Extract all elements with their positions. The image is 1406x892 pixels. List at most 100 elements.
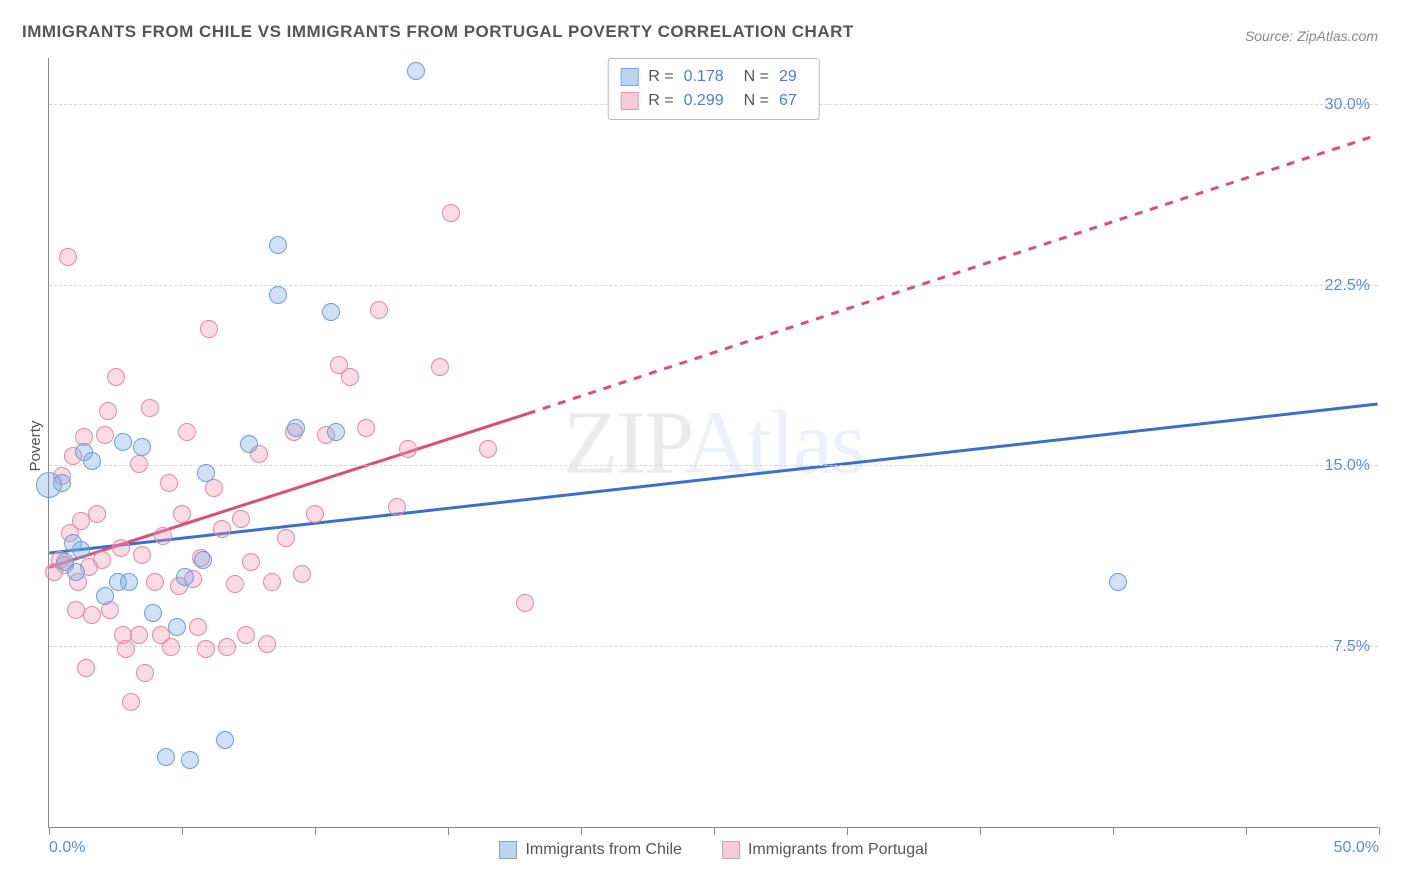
scatter-point-portugal bbox=[59, 248, 77, 266]
scatter-point-portugal bbox=[242, 553, 260, 571]
scatter-point-chile bbox=[181, 751, 199, 769]
scatter-point-portugal bbox=[197, 640, 215, 658]
scatter-point-chile bbox=[240, 435, 258, 453]
x-tick bbox=[1379, 827, 1380, 835]
scatter-point-chile bbox=[157, 748, 175, 766]
scatter-point-portugal bbox=[122, 693, 140, 711]
scatter-point-portugal bbox=[83, 606, 101, 624]
scatter-point-portugal bbox=[516, 594, 534, 612]
scatter-point-chile bbox=[327, 423, 345, 441]
legend-item-portugal: Immigrants from Portugal bbox=[722, 841, 928, 859]
scatter-point-portugal bbox=[160, 474, 178, 492]
scatter-point-portugal bbox=[130, 455, 148, 473]
scatter-point-portugal bbox=[388, 498, 406, 516]
stat-n-label: N = bbox=[744, 89, 769, 113]
scatter-point-portugal bbox=[232, 510, 250, 528]
stats-legend-box: R =0.178N =29R =0.299N =67 bbox=[607, 58, 820, 120]
y-tick-label: 30.0% bbox=[1325, 96, 1370, 114]
scatter-point-portugal bbox=[154, 527, 172, 545]
scatter-point-portugal bbox=[263, 573, 281, 591]
gridline bbox=[49, 646, 1378, 647]
plot-area: ZIPAtlas 7.5%15.0%22.5%30.0%0.0%50.0%R =… bbox=[48, 58, 1378, 828]
trend-line-portugal-dashed bbox=[528, 135, 1378, 414]
scatter-point-portugal bbox=[146, 573, 164, 591]
scatter-point-chile bbox=[72, 541, 90, 559]
chart-title: IMMIGRANTS FROM CHILE VS IMMIGRANTS FROM… bbox=[22, 22, 854, 42]
scatter-point-chile bbox=[194, 551, 212, 569]
x-tick bbox=[182, 827, 183, 835]
scatter-point-portugal bbox=[178, 423, 196, 441]
gridline bbox=[49, 285, 1378, 286]
scatter-point-chile bbox=[1109, 573, 1127, 591]
scatter-point-chile bbox=[407, 62, 425, 80]
scatter-point-portugal bbox=[479, 440, 497, 458]
scatter-point-chile bbox=[133, 438, 151, 456]
scatter-point-portugal bbox=[77, 659, 95, 677]
scatter-point-chile bbox=[176, 568, 194, 586]
scatter-point-portugal bbox=[112, 539, 130, 557]
scatter-point-portugal bbox=[141, 399, 159, 417]
scatter-point-portugal bbox=[357, 419, 375, 437]
scatter-point-portugal bbox=[306, 505, 324, 523]
scatter-point-portugal bbox=[173, 505, 191, 523]
x-tick bbox=[448, 827, 449, 835]
scatter-point-portugal bbox=[107, 368, 125, 386]
scatter-point-portugal bbox=[226, 575, 244, 593]
stats-row-chile: R = 0.178 N = 29 bbox=[620, 65, 807, 89]
x-tick bbox=[847, 827, 848, 835]
gridline bbox=[49, 465, 1378, 466]
chart-container: IMMIGRANTS FROM CHILE VS IMMIGRANTS FROM… bbox=[0, 0, 1406, 892]
scatter-point-chile bbox=[144, 604, 162, 622]
watermark-right: Atlas bbox=[684, 393, 864, 492]
scatter-point-portugal bbox=[117, 640, 135, 658]
scatter-point-portugal bbox=[293, 565, 311, 583]
legend-swatch-chile bbox=[620, 68, 638, 86]
scatter-point-portugal bbox=[99, 402, 117, 420]
legend-label-portugal: Immigrants from Portugal bbox=[748, 841, 928, 859]
stat-r-label: R = bbox=[648, 65, 673, 89]
y-tick-label: 22.5% bbox=[1325, 277, 1370, 295]
stat-n-value: 29 bbox=[779, 65, 797, 89]
legend-label-chile: Immigrants from Chile bbox=[525, 841, 681, 859]
scatter-point-chile bbox=[269, 236, 287, 254]
x-tick bbox=[315, 827, 316, 835]
scatter-point-chile bbox=[83, 452, 101, 470]
trend-line-chile bbox=[49, 404, 1377, 553]
source-label: Source: ZipAtlas.com bbox=[1245, 28, 1378, 44]
y-tick-label: 15.0% bbox=[1325, 457, 1370, 475]
scatter-point-chile bbox=[120, 573, 138, 591]
scatter-point-chile bbox=[197, 464, 215, 482]
y-axis-label: Poverty bbox=[27, 421, 44, 472]
scatter-point-chile bbox=[269, 286, 287, 304]
x-tick bbox=[1113, 827, 1114, 835]
watermark: ZIPAtlas bbox=[563, 391, 864, 494]
scatter-point-portugal bbox=[399, 440, 417, 458]
scatter-point-portugal bbox=[370, 301, 388, 319]
x-tick bbox=[1246, 827, 1247, 835]
scatter-point-portugal bbox=[93, 551, 111, 569]
scatter-point-portugal bbox=[442, 204, 460, 222]
legend-swatch-chile bbox=[499, 841, 517, 859]
scatter-point-portugal bbox=[133, 546, 151, 564]
stat-r-value: 0.299 bbox=[684, 89, 724, 113]
legend-swatch-portugal bbox=[620, 92, 638, 110]
stat-r-value: 0.178 bbox=[684, 65, 724, 89]
stat-n-label: N = bbox=[744, 65, 769, 89]
scatter-point-portugal bbox=[277, 529, 295, 547]
scatter-point-portugal bbox=[189, 618, 207, 636]
scatter-point-portugal bbox=[162, 638, 180, 656]
stat-r-label: R = bbox=[648, 89, 673, 113]
x-tick bbox=[714, 827, 715, 835]
scatter-point-portugal bbox=[258, 635, 276, 653]
bottom-legend: Immigrants from Chile Immigrants from Por… bbox=[49, 841, 1378, 859]
scatter-point-portugal bbox=[88, 505, 106, 523]
scatter-point-portugal bbox=[213, 520, 231, 538]
scatter-point-chile bbox=[67, 563, 85, 581]
scatter-point-portugal bbox=[136, 664, 154, 682]
y-tick-label: 7.5% bbox=[1334, 638, 1370, 656]
x-tick bbox=[581, 827, 582, 835]
legend-item-chile: Immigrants from Chile bbox=[499, 841, 681, 859]
scatter-point-portugal bbox=[237, 626, 255, 644]
scatter-point-portugal bbox=[96, 426, 114, 444]
scatter-point-portugal bbox=[431, 358, 449, 376]
